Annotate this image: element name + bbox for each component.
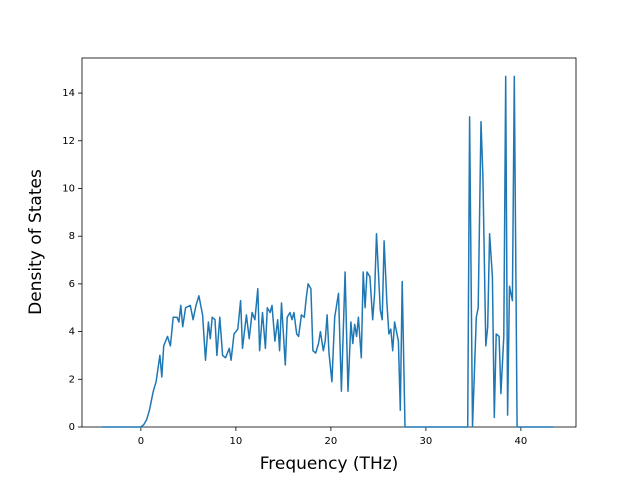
y-tick-label: 8 — [69, 231, 75, 242]
y-tick-label: 0 — [69, 422, 75, 433]
x-tick-label: 30 — [420, 436, 433, 447]
y-tick-label: 2 — [69, 374, 75, 385]
y-tick-label: 12 — [62, 136, 75, 147]
y-tick-label: 14 — [62, 88, 75, 99]
x-tick-label: 0 — [138, 436, 144, 447]
y-axis-label: Density of States — [26, 169, 46, 315]
x-axis-label: Frequency (THz) — [260, 454, 399, 474]
x-tick-label: 10 — [230, 436, 243, 447]
y-tick-label: 6 — [69, 279, 75, 290]
plot-frame — [81, 57, 577, 428]
data-line — [102, 75, 554, 428]
x-tick-label: 40 — [515, 436, 528, 447]
x-tick-label: 20 — [325, 436, 338, 447]
y-tick-label: 10 — [62, 183, 75, 194]
y-tick-label: 4 — [69, 327, 75, 338]
